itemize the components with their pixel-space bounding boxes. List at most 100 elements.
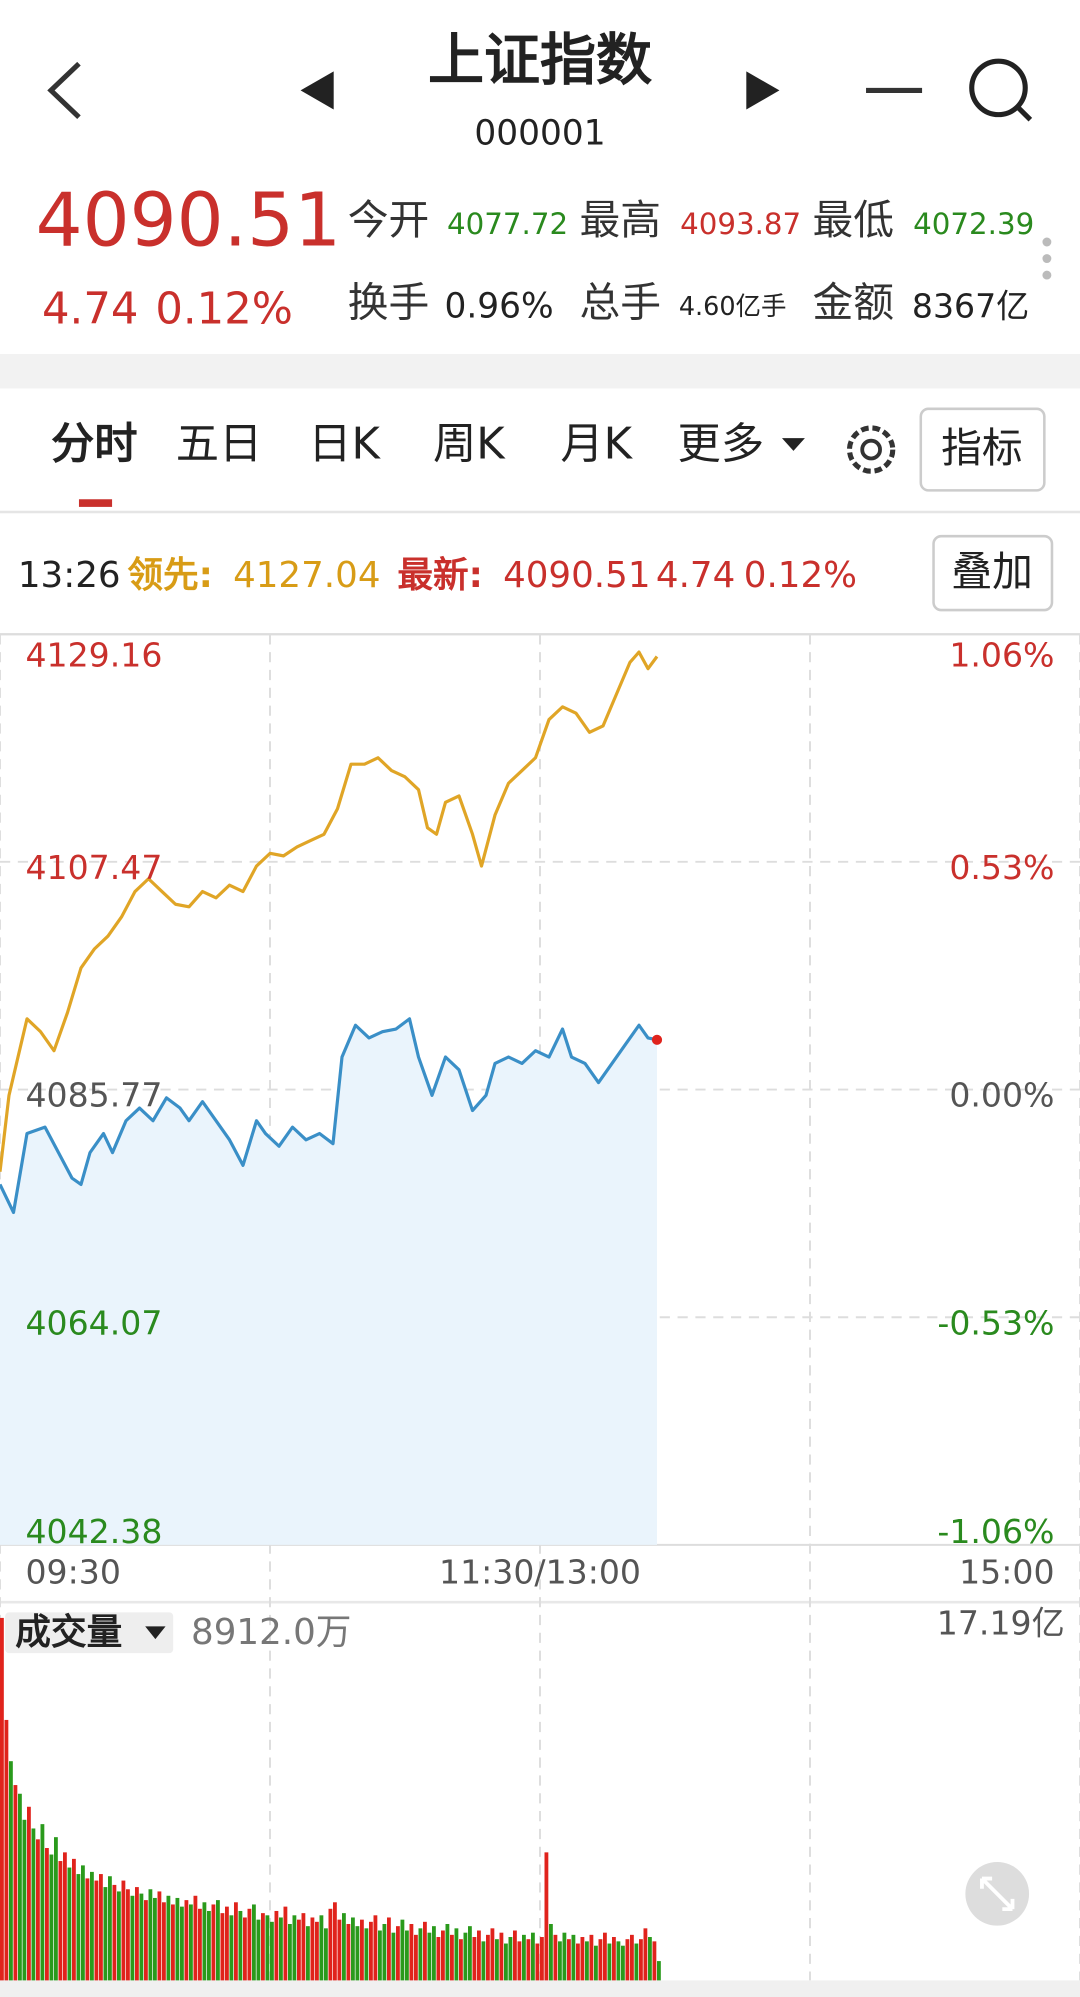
volume-bar bbox=[598, 1939, 603, 1981]
volume-selector[interactable] bbox=[5, 1612, 174, 1654]
volume-bar bbox=[211, 1904, 216, 1981]
gear-hub bbox=[860, 438, 882, 461]
overlay-button[interactable] bbox=[932, 534, 1054, 612]
volume-bar bbox=[81, 1865, 85, 1981]
volume-bar bbox=[63, 1852, 67, 1981]
volume-bar bbox=[144, 1900, 148, 1981]
volume-bar bbox=[395, 1926, 400, 1981]
volume-bar bbox=[351, 1917, 355, 1981]
volume-bar bbox=[238, 1910, 243, 1981]
fullscreen-button[interactable] bbox=[965, 1861, 1030, 1926]
stat-value: 4.60亿手 bbox=[679, 292, 787, 322]
volume-bar bbox=[634, 1943, 639, 1981]
volume-bar bbox=[571, 1934, 576, 1981]
volume-bar bbox=[400, 1919, 405, 1981]
lead-label: 领先: bbox=[127, 555, 213, 596]
volume-bar bbox=[135, 1887, 139, 1981]
volume-bar bbox=[594, 1945, 598, 1981]
settings-button[interactable] bbox=[846, 425, 896, 474]
volume-bar bbox=[234, 1902, 238, 1981]
prev-button[interactable] bbox=[300, 71, 334, 110]
volume-bar bbox=[477, 1930, 481, 1981]
volume-bar bbox=[513, 1930, 517, 1981]
tab[interactable]: 日K bbox=[308, 420, 381, 470]
volume-bar bbox=[243, 1917, 247, 1981]
volume-bar bbox=[288, 1923, 292, 1981]
volume-bar bbox=[184, 1900, 189, 1981]
volume-bar bbox=[630, 1934, 634, 1981]
volume-bar bbox=[639, 1939, 643, 1981]
volume-bar bbox=[301, 1913, 306, 1981]
price: 4090.51 bbox=[36, 177, 341, 263]
indicator-button[interactable] bbox=[919, 407, 1046, 492]
volume-bar bbox=[279, 1917, 283, 1981]
volume-bar bbox=[54, 1837, 58, 1981]
y2-tick-label: -1.06% bbox=[937, 1512, 1054, 1551]
volume-bar bbox=[85, 1878, 90, 1981]
volume-bar bbox=[342, 1913, 346, 1981]
back-button[interactable] bbox=[47, 61, 81, 120]
tab[interactable]: 五日 bbox=[176, 420, 263, 470]
volume-bar bbox=[207, 1910, 211, 1981]
dropdown-arrow bbox=[145, 1626, 166, 1640]
info-time: 13:26 bbox=[18, 555, 121, 596]
volume-bar bbox=[508, 1937, 513, 1981]
volume-bar bbox=[409, 1923, 414, 1981]
stock-code: 000001 bbox=[474, 114, 605, 154]
next-button[interactable] bbox=[746, 71, 780, 110]
indicator-button-label: 指标 bbox=[941, 424, 1023, 472]
volume-bar bbox=[297, 1919, 301, 1981]
search-icon bbox=[969, 58, 1028, 118]
volume-bar bbox=[445, 1923, 450, 1981]
volume-bar bbox=[337, 1919, 342, 1981]
stat-value: 4093.87 bbox=[680, 207, 801, 241]
y-tick-label: 4107.47 bbox=[25, 848, 162, 887]
volume-bar bbox=[306, 1926, 310, 1981]
volume-bar bbox=[4, 1719, 9, 1981]
volume-bar bbox=[261, 1913, 265, 1981]
tab[interactable]: 月K bbox=[560, 420, 633, 470]
volume-bar bbox=[9, 1761, 13, 1981]
volume-bar bbox=[171, 1904, 175, 1981]
stat-value: 4077.72 bbox=[447, 207, 568, 241]
volume-bar bbox=[540, 1937, 544, 1981]
y2-tick-label: 0.00% bbox=[949, 1076, 1054, 1115]
volume-bar bbox=[76, 1874, 81, 1981]
x-tick-label: 09:30 bbox=[25, 1553, 120, 1592]
volume-bar bbox=[166, 1895, 171, 1981]
volume-bar bbox=[328, 1908, 333, 1981]
price-plot bbox=[0, 650, 663, 1545]
volume-bar bbox=[377, 1930, 382, 1981]
volume-bar bbox=[94, 1880, 99, 1981]
y2-tick-label: -0.53% bbox=[937, 1303, 1054, 1342]
volume-bar bbox=[31, 1828, 36, 1981]
tab[interactable]: 周K bbox=[433, 420, 506, 470]
volume-bar bbox=[495, 1939, 499, 1981]
y-tick-label: 4085.77 bbox=[25, 1076, 162, 1115]
lead-value: 4127.04 bbox=[233, 555, 380, 596]
stat-label: 总手 bbox=[579, 279, 661, 327]
volume-bar bbox=[603, 1932, 607, 1981]
volume-bar bbox=[436, 1937, 441, 1981]
more-dots[interactable] bbox=[1042, 237, 1052, 280]
volume-bar bbox=[576, 1943, 580, 1981]
dot bbox=[1042, 270, 1052, 280]
volume-bar bbox=[117, 1891, 121, 1981]
volume-bar bbox=[450, 1934, 454, 1981]
dot bbox=[1042, 254, 1052, 264]
search-button[interactable] bbox=[969, 58, 1033, 122]
volume-bar bbox=[315, 1921, 319, 1981]
volume-bar bbox=[90, 1871, 94, 1981]
tab[interactable]: 分时 bbox=[51, 420, 138, 470]
volume-bar bbox=[126, 1889, 130, 1981]
price-line bbox=[0, 650, 659, 1172]
bottom-bar bbox=[0, 1980, 1080, 1997]
volume-bar bbox=[0, 1617, 4, 1981]
volume-bar bbox=[616, 1941, 621, 1981]
volume-bar bbox=[544, 1852, 549, 1981]
volume-bar bbox=[553, 1934, 558, 1981]
tab[interactable]: 更多 bbox=[678, 420, 765, 470]
volume-bar bbox=[346, 1923, 351, 1981]
volume-bar bbox=[382, 1923, 387, 1981]
volume-bar bbox=[414, 1934, 418, 1981]
